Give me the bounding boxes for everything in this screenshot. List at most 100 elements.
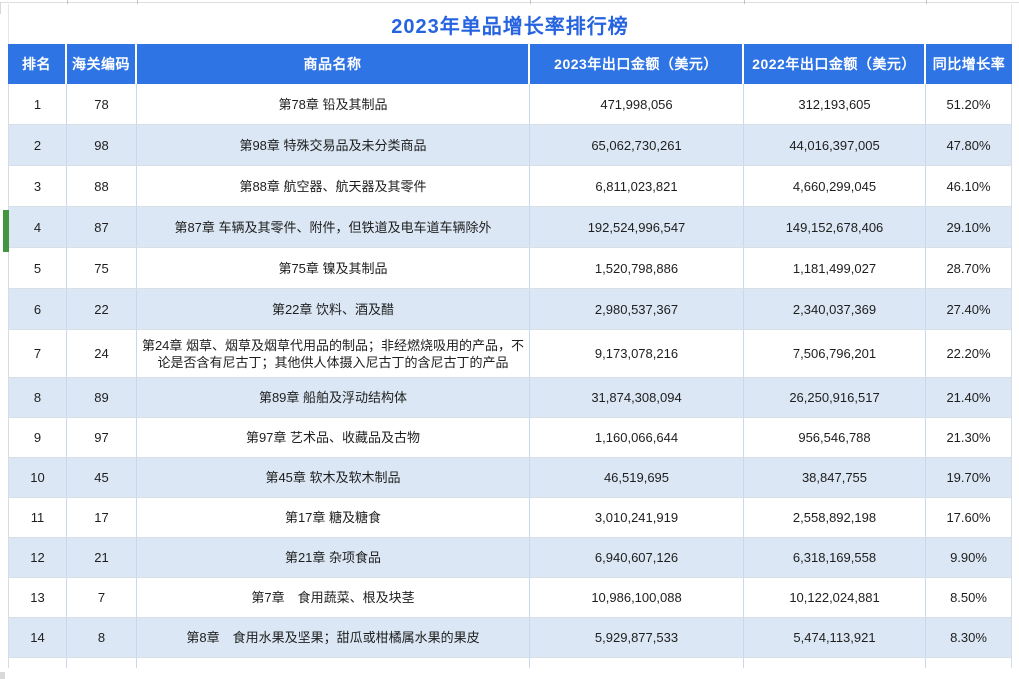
table-row[interactable]: 3 88 第88章 航空器、航天器及其零件 6,811,023,821 4,660,29… xyxy=(8,166,1012,207)
ranking-table: 2023年单品增长率排行榜 排名 海关编码 商品名称 2023年出口金额（美元）… xyxy=(8,4,1012,668)
table-row[interactable]: 1 78 第78章 铅及其制品 471,998,056 312,193,605 51.20… xyxy=(8,84,1012,125)
cell-amt-2023: 31,874,308,094 xyxy=(530,378,744,417)
cell-amt-2023: 10,986,100,088 xyxy=(530,578,744,617)
cell-amt-2023: 1,160,066,644 xyxy=(530,418,744,457)
cell-name: 第22章 饮料、酒及醋 xyxy=(137,289,530,329)
column-header-export-2022: 2022年出口金额（美元） xyxy=(744,44,926,84)
cell-code: 22 xyxy=(67,289,137,329)
gridline-tick xyxy=(530,0,531,4)
cell-rank: 2 xyxy=(8,125,67,165)
cell-rank: 13 xyxy=(8,578,67,617)
table-title-row: 2023年单品增长率排行榜 xyxy=(8,4,1012,44)
gridline-tick xyxy=(137,0,138,4)
cell-code: 78 xyxy=(67,84,137,124)
cell-code: 8 xyxy=(67,618,137,657)
cell-growth: 8.50% xyxy=(926,578,1012,617)
gridline-tick xyxy=(744,0,745,4)
cell-amt-2022: 2,558,892,198 xyxy=(744,498,926,537)
gridline-tick xyxy=(926,0,927,4)
cell-growth: 46.10% xyxy=(926,166,1012,206)
cell-amt-2022: 149,152,678,406 xyxy=(744,207,926,247)
cell-growth: 8.30% xyxy=(926,618,1012,657)
cell-amt-2023: 3,010,241,919 xyxy=(530,498,744,537)
cell-growth: 22.20% xyxy=(926,330,1012,377)
table-row[interactable]: 6 22 第22章 饮料、酒及醋 2,980,537,367 2,340,037,369… xyxy=(8,289,1012,330)
cell-amt-2023: 9,173,078,216 xyxy=(530,330,744,377)
cell-amt-2023: 6,940,607,126 xyxy=(530,538,744,577)
cell-name: 第21章 杂项食品 xyxy=(137,538,530,577)
table-row[interactable]: 11 17 第17章 糖及糖食 3,010,241,919 2,558,892,198 1… xyxy=(8,498,1012,538)
table-row[interactable]: 9 97 第97章 艺术品、收藏品及古物 1,160,066,644 956,546,7… xyxy=(8,418,1012,458)
cell-growth: 29.10% xyxy=(926,207,1012,247)
cell-amt-2022: 6,318,169,558 xyxy=(744,538,926,577)
cell-growth: 27.40% xyxy=(926,289,1012,329)
scrolled-row-divider xyxy=(0,2,1019,3)
cell-rank: 5 xyxy=(8,248,67,288)
cell-amt-2023: 2,980,537,367 xyxy=(530,289,744,329)
page-title: 2023年单品增长率排行榜 xyxy=(391,15,629,38)
cell-rank: 12 xyxy=(8,538,67,577)
cell-growth: 21.40% xyxy=(926,378,1012,417)
cell-growth: 17.60% xyxy=(926,498,1012,537)
cell-growth: 9.90% xyxy=(926,538,1012,577)
cell-amt-2022: 312,193,605 xyxy=(744,84,926,124)
cell-growth: 51.20% xyxy=(926,84,1012,124)
cell-amt-2022: 4,660,299,045 xyxy=(744,166,926,206)
cell-amt-2022: 956,546,788 xyxy=(744,418,926,457)
cell-name: 第7章 食用蔬菜、根及块茎 xyxy=(137,578,530,617)
column-header-rank: 排名 xyxy=(8,44,67,84)
cell-code: 7 xyxy=(67,578,137,617)
column-header-hs-code: 海关编码 xyxy=(67,44,137,84)
cell-rank: 11 xyxy=(8,498,67,537)
cell-rank: 9 xyxy=(8,418,67,457)
cell-amt-2022: 44,016,397,005 xyxy=(744,125,926,165)
cell-name: 第17章 糖及糖食 xyxy=(137,498,530,537)
cell-rank: 6 xyxy=(8,289,67,329)
column-header-growth: 同比增长率 xyxy=(932,56,1006,72)
table-row[interactable]: 13 7 第7章 食用蔬菜、根及块茎 10,986,100,088 10,122,024… xyxy=(8,578,1012,618)
cell-amt-2023: 46,519,695 xyxy=(530,458,744,497)
cell-name: 第78章 铅及其制品 xyxy=(137,84,530,124)
table-row[interactable]: 12 21 第21章 杂项食品 6,940,607,126 6,318,169,558 9… xyxy=(8,538,1012,578)
table-row[interactable]: 8 89 第89章 船舶及浮动结构体 31,874,308,094 26,250,916… xyxy=(8,378,1012,418)
cell-code: 45 xyxy=(67,458,137,497)
cell-rank: 10 xyxy=(8,458,67,497)
cell-rank: 4 xyxy=(8,207,67,247)
table-row[interactable]: 10 45 第45章 软木及软木制品 46,519,695 38,847,755 19.7… xyxy=(8,458,1012,498)
cell-name: 第88章 航空器、航天器及其零件 xyxy=(137,166,530,206)
selected-row-indicator xyxy=(3,210,9,252)
cell-amt-2022: 26,250,916,517 xyxy=(744,378,926,417)
cell-code: 17 xyxy=(67,498,137,537)
column-header-export-2023: 2023年出口金额（美元） xyxy=(530,44,744,84)
left-edge-line xyxy=(0,2,1,14)
table-row[interactable]: 5 75 第75章 镍及其制品 1,520,798,886 1,181,499,027 2… xyxy=(8,248,1012,289)
cell-rank: 1 xyxy=(8,84,67,124)
cell-growth: 28.70% xyxy=(926,248,1012,288)
table-row[interactable]: 14 8 第8章 食用水果及坚果；甜瓜或柑橘属水果的果皮 5,929,877,533 5… xyxy=(8,618,1012,658)
cell-code: 75 xyxy=(67,248,137,288)
table-row[interactable]: 7 24 第24章 烟草、烟草及烟草代用品的制品；非经燃烧吸用的产品，不论是否含有尼… xyxy=(8,330,1012,378)
cell-code: 21 xyxy=(67,538,137,577)
cell-amt-2022: 2,340,037,369 xyxy=(744,289,926,329)
cell-amt-2023: 65,062,730,261 xyxy=(530,125,744,165)
cell-code: 88 xyxy=(67,166,137,206)
bottom-left-edge xyxy=(0,672,5,679)
table-row[interactable]: 2 98 第98章 特殊交易品及未分类商品 65,062,730,261 44,016,… xyxy=(8,125,1012,166)
column-header-product: 商品名称 xyxy=(137,44,530,84)
cell-growth: 19.70% xyxy=(926,458,1012,497)
cell-name: 第24章 烟草、烟草及烟草代用品的制品；非经燃烧吸用的产品，不论是否含有尼古丁；… xyxy=(137,330,530,377)
cell-amt-2023: 6,811,023,821 xyxy=(530,166,744,206)
cell-growth: 47.80% xyxy=(926,125,1012,165)
table-row[interactable]: 4 87 第87章 车辆及其零件、附件，但铁道及电车道车辆除外 192,524,996… xyxy=(8,207,1012,248)
cell-rank: 3 xyxy=(8,166,67,206)
cell-name: 第89章 船舶及浮动结构体 xyxy=(137,378,530,417)
cell-code: 98 xyxy=(67,125,137,165)
cell-rank: 7 xyxy=(8,330,67,377)
cell-code: 24 xyxy=(67,330,137,377)
cell-code: 87 xyxy=(67,207,137,247)
cell-name: 第98章 特殊交易品及未分类商品 xyxy=(137,125,530,165)
cell-amt-2023: 192,524,996,547 xyxy=(530,207,744,247)
cell-amt-2022: 38,847,755 xyxy=(744,458,926,497)
cell-name: 第45章 软木及软木制品 xyxy=(137,458,530,497)
cell-amt-2022: 10,122,024,881 xyxy=(744,578,926,617)
